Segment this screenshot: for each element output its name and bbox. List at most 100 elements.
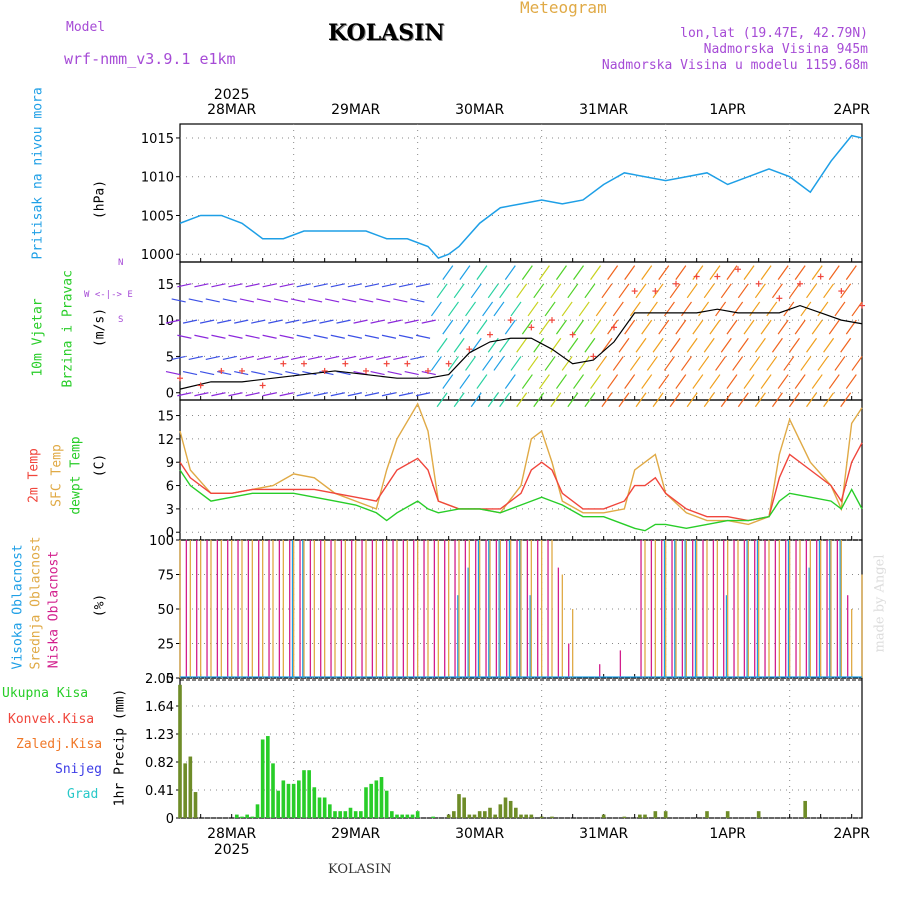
wind-barb <box>766 356 778 371</box>
precip-bar <box>178 684 182 818</box>
wind-barb <box>421 370 436 376</box>
precip-bar <box>328 804 332 818</box>
wind-barb <box>302 370 317 376</box>
wind-barb <box>732 356 744 371</box>
wind-barb <box>205 355 220 361</box>
wind-barb <box>811 319 823 335</box>
precip-bar <box>400 814 404 818</box>
precip-bar <box>514 807 518 818</box>
wind-barb <box>783 356 795 371</box>
wind-barb <box>393 355 408 361</box>
precip-bar <box>725 811 730 818</box>
y-tick-label: 1.64 <box>145 700 174 715</box>
wind-barb <box>381 283 397 288</box>
wind-barb <box>635 337 647 353</box>
wind-barb <box>555 319 567 335</box>
precip-bar <box>302 770 306 818</box>
wind-barb <box>584 337 596 353</box>
wind-barb <box>794 374 806 389</box>
wind-barb <box>211 392 226 397</box>
top-year-label: 2025 <box>214 87 250 103</box>
wind-barb <box>177 283 192 288</box>
precip-bar <box>539 816 544 818</box>
precip-bar <box>379 777 384 818</box>
wind-barb <box>641 265 653 280</box>
y-tick-label: 0.41 <box>145 784 174 799</box>
wind-barb <box>629 301 641 317</box>
wind-barb <box>262 334 277 339</box>
wind-barb <box>709 319 721 335</box>
wind-barb <box>359 298 374 303</box>
precip-bar <box>276 790 280 818</box>
bottom-day-label: 29MAR <box>331 826 380 842</box>
wind-barb <box>398 392 414 397</box>
precip-bar <box>343 811 348 818</box>
wind-barb <box>182 370 198 376</box>
wind-barb <box>828 374 840 389</box>
y-tick-label: 2.05 <box>145 672 174 687</box>
wind-barb <box>251 370 266 376</box>
wind-barb <box>262 283 277 288</box>
wind-barb <box>607 265 619 280</box>
y-tick-label: 9 <box>166 456 174 471</box>
wind-barb <box>415 334 431 339</box>
precip-bar <box>390 811 394 818</box>
wind-barb <box>376 298 391 303</box>
wind-barb <box>353 319 368 324</box>
wind-barb <box>307 298 323 303</box>
wind-barb <box>698 301 710 317</box>
wind-barb <box>601 392 613 408</box>
wind-barb <box>398 283 414 288</box>
wind-barb <box>538 374 550 389</box>
wind-barb <box>527 356 539 371</box>
wind-barb <box>720 392 732 408</box>
wind-barb <box>245 392 260 397</box>
wind-barb <box>754 283 766 299</box>
precip-bar <box>705 811 709 818</box>
precip-bar <box>286 783 291 818</box>
precip-bar <box>483 811 487 818</box>
precip-bar <box>431 816 435 818</box>
wind-barb <box>561 301 573 317</box>
y-tick-label: 0 <box>166 526 174 541</box>
precip-bar <box>415 811 420 818</box>
wind-barb <box>743 319 755 335</box>
wind-barb <box>607 374 619 389</box>
wind-barb <box>398 334 414 339</box>
wind-barb <box>234 370 249 376</box>
wind-barb <box>251 319 266 324</box>
wind-barb <box>533 283 545 299</box>
precip-bar <box>271 763 275 818</box>
wind-barb <box>482 301 494 317</box>
wind-barb <box>387 370 402 376</box>
precip-bar <box>312 787 317 818</box>
wind-barb <box>578 356 590 371</box>
wind-barb <box>788 337 800 353</box>
model-label: Model <box>66 20 106 35</box>
precip-bar <box>395 814 399 818</box>
wind-barb <box>743 374 755 389</box>
precip-bar <box>410 814 415 818</box>
wind-barb <box>273 355 289 361</box>
wind-barb <box>336 319 351 324</box>
y-tick-label: 0 <box>166 387 174 402</box>
wind-barb <box>442 265 454 280</box>
wind-barb <box>817 356 829 371</box>
wind-barb <box>285 370 300 376</box>
wind-barb <box>442 319 454 335</box>
wind-barb <box>239 298 255 303</box>
wind-barb <box>828 319 840 335</box>
bottom-day-label: 28MAR <box>207 826 256 842</box>
wind-barb <box>840 392 852 408</box>
wind-barb <box>555 374 567 389</box>
bottom-station-title: KOLASIN <box>328 862 392 877</box>
wind-barb <box>777 374 789 389</box>
wind-barb <box>624 374 636 389</box>
wind-barb <box>436 392 448 408</box>
top-day-label: 29MAR <box>331 102 380 118</box>
y-tick-label: 0.82 <box>145 756 174 771</box>
wind-barb <box>601 337 613 353</box>
wind-barb <box>533 392 545 408</box>
